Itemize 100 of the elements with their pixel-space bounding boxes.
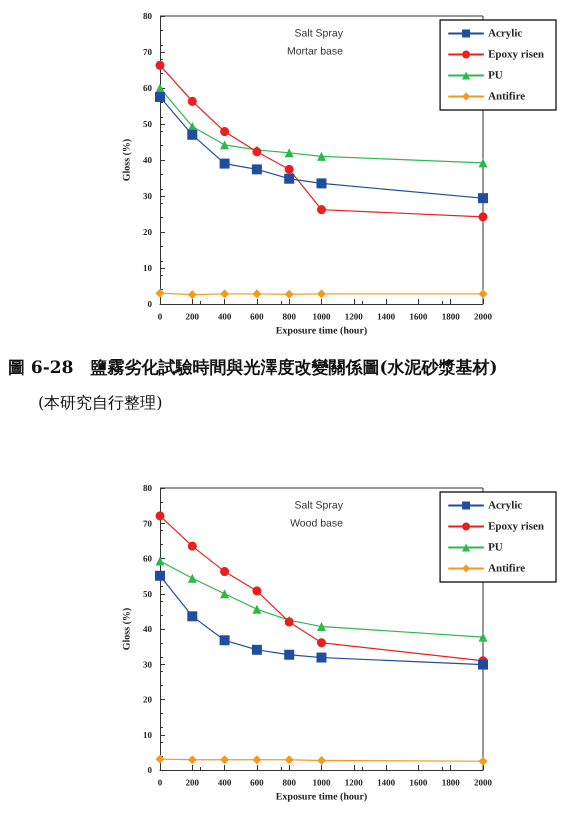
y-tick-label: 40 [143, 624, 152, 634]
point [155, 570, 165, 581]
x-tick-label: 0 [158, 312, 163, 322]
point [284, 755, 294, 764]
point [156, 288, 164, 298]
point [220, 289, 230, 298]
point [188, 290, 197, 300]
point [317, 622, 326, 632]
point [220, 567, 230, 576]
point [284, 164, 294, 174]
y-axis-title: Gloss (%) [122, 138, 133, 182]
point [188, 542, 197, 551]
y-tick-label: 50 [143, 588, 152, 599]
point [478, 193, 488, 204]
point [155, 92, 165, 102]
point [156, 754, 164, 764]
y-tick-label: 10 [143, 730, 152, 740]
point [317, 756, 326, 765]
y-tick-label: 80 [143, 11, 152, 21]
y-tick-label: 20 [143, 227, 152, 237]
point [220, 158, 230, 169]
point [252, 586, 262, 596]
x-axis-title: Exposure time (hour) [276, 792, 368, 802]
x-tick-label: 1000 [312, 778, 331, 788]
y-tick-label: 20 [143, 694, 152, 704]
legend-label: PU [488, 70, 503, 82]
y-tick-label: 30 [143, 659, 152, 670]
x-tick-label: 1000 [312, 312, 331, 322]
annotation: Wood base [290, 518, 344, 530]
point [317, 289, 326, 298]
x-tick-label: 2000 [474, 312, 492, 322]
point [187, 130, 198, 140]
point [317, 638, 326, 648]
legend-label: PU [488, 542, 503, 554]
point [252, 755, 262, 764]
legend-label: Epoxy risen [488, 48, 544, 60]
annotation: Salt Spray [294, 28, 344, 40]
x-axis-title: Exposure time (hour) [276, 326, 368, 336]
point [220, 589, 230, 598]
x-tick-label: 800 [282, 312, 296, 322]
text: (本研究自行整理) [37, 393, 164, 414]
x-tick-label: 1600 [409, 312, 428, 322]
point [220, 755, 230, 764]
point [252, 604, 262, 614]
y-tick-label: 50 [143, 119, 152, 129]
y-tick-label: 40 [143, 155, 152, 165]
y-tick-label: 60 [143, 554, 152, 564]
x-tick-label: 1800 [442, 312, 460, 322]
point [188, 574, 197, 583]
point [478, 212, 488, 222]
legend-label: Acrylic [488, 500, 522, 512]
y-axis-title: Gloss (%) [122, 608, 133, 650]
x-tick-label: 200 [186, 778, 200, 788]
x-tick-label: 1800 [442, 778, 460, 788]
point [156, 556, 164, 566]
y-tick-label: 0 [148, 299, 152, 309]
point [478, 756, 488, 766]
point [220, 127, 230, 136]
point [317, 205, 326, 214]
x-tick-label: 800 [282, 778, 296, 788]
legend-label: Acrylic [488, 28, 522, 40]
x-tick-label: 1200 [344, 778, 364, 788]
point [284, 290, 294, 299]
point [284, 148, 294, 158]
point [252, 289, 262, 298]
text: 圖 6-28 鹽霧劣化試驗時間與光澤度改變關係圖(水泥砂漿基材) [8, 357, 499, 379]
legend-label: Epoxy risen [488, 520, 544, 532]
point [478, 158, 488, 168]
point [220, 140, 230, 150]
x-tick-label: 1600 [409, 778, 428, 788]
x-tick-label: 1200 [344, 312, 364, 322]
point [478, 632, 488, 642]
point [478, 289, 488, 298]
x-tick-label: 200 [186, 312, 200, 322]
y-tick-label: 60 [143, 83, 152, 93]
point [317, 152, 326, 161]
point [252, 164, 262, 174]
point [316, 652, 326, 663]
point [478, 660, 488, 670]
point [156, 511, 164, 520]
legend-label: Antifire [488, 562, 526, 574]
x-tick-label: 1400 [377, 312, 396, 322]
point [284, 650, 294, 660]
point [220, 635, 230, 646]
y-tick-label: 70 [143, 47, 152, 57]
annotation: Salt Spray [294, 500, 344, 512]
point [316, 178, 326, 188]
y-tick-label: 80 [143, 483, 152, 493]
x-tick-label: 1400 [377, 778, 396, 788]
x-tick-label: 600 [250, 312, 264, 322]
y-tick-label: 30 [143, 191, 152, 201]
point [188, 96, 197, 106]
point [187, 611, 198, 622]
legend-label: Antifire [488, 90, 526, 102]
x-tick-label: 0 [158, 778, 163, 788]
x-tick-label: 2000 [474, 778, 492, 788]
annotation: Mortar base [286, 46, 344, 58]
point [252, 644, 262, 655]
x-tick-label: 400 [218, 312, 232, 322]
point [284, 174, 294, 184]
